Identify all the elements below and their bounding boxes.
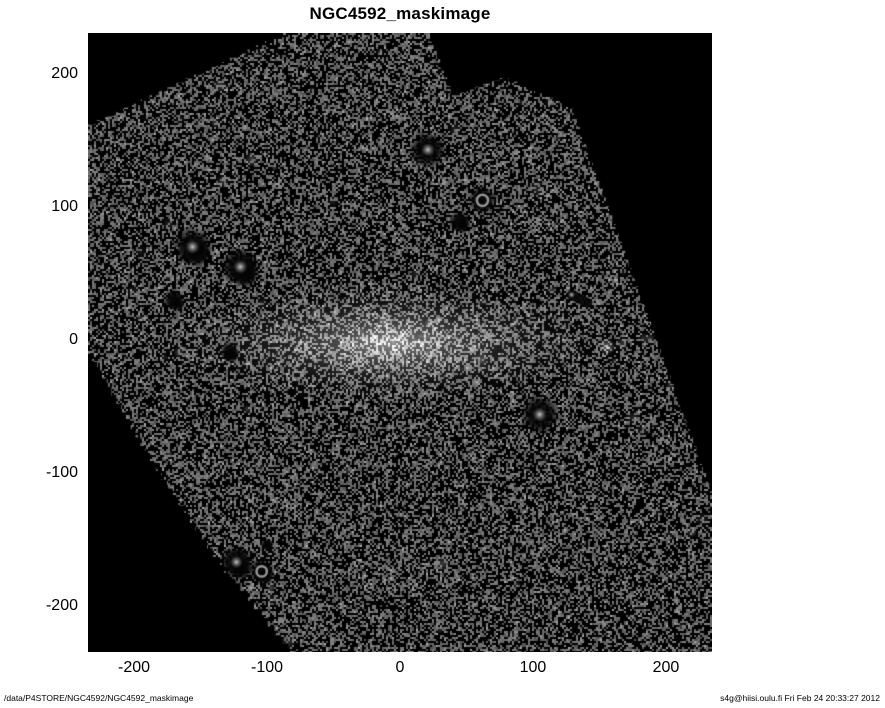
y-tick-label: 100: [51, 197, 78, 215]
plot-title: NGC4592_maskimage: [309, 4, 491, 23]
y-tick-label: 0: [69, 330, 78, 348]
x-tick-label: 100: [519, 659, 547, 676]
y-tick-label: -100: [45, 463, 78, 481]
plot-area: [88, 33, 712, 652]
x-tick-label: -200: [117, 659, 151, 676]
y-tick-label: -200: [45, 596, 78, 614]
x-tick-label: 0: [395, 659, 405, 676]
x-tick-label: -100: [250, 659, 284, 676]
x-tick-label: 200: [652, 659, 680, 676]
y-tick-label: 200: [51, 64, 78, 82]
mask-image-canvas: [88, 33, 712, 652]
footer-file-path: /data/P4STORE/NGC4592/NGC4592_maskimage: [4, 693, 194, 703]
footer-user-timestamp: s4g@hiisi.oulu.fi Fri Feb 24 20:33:27 20…: [720, 693, 880, 703]
